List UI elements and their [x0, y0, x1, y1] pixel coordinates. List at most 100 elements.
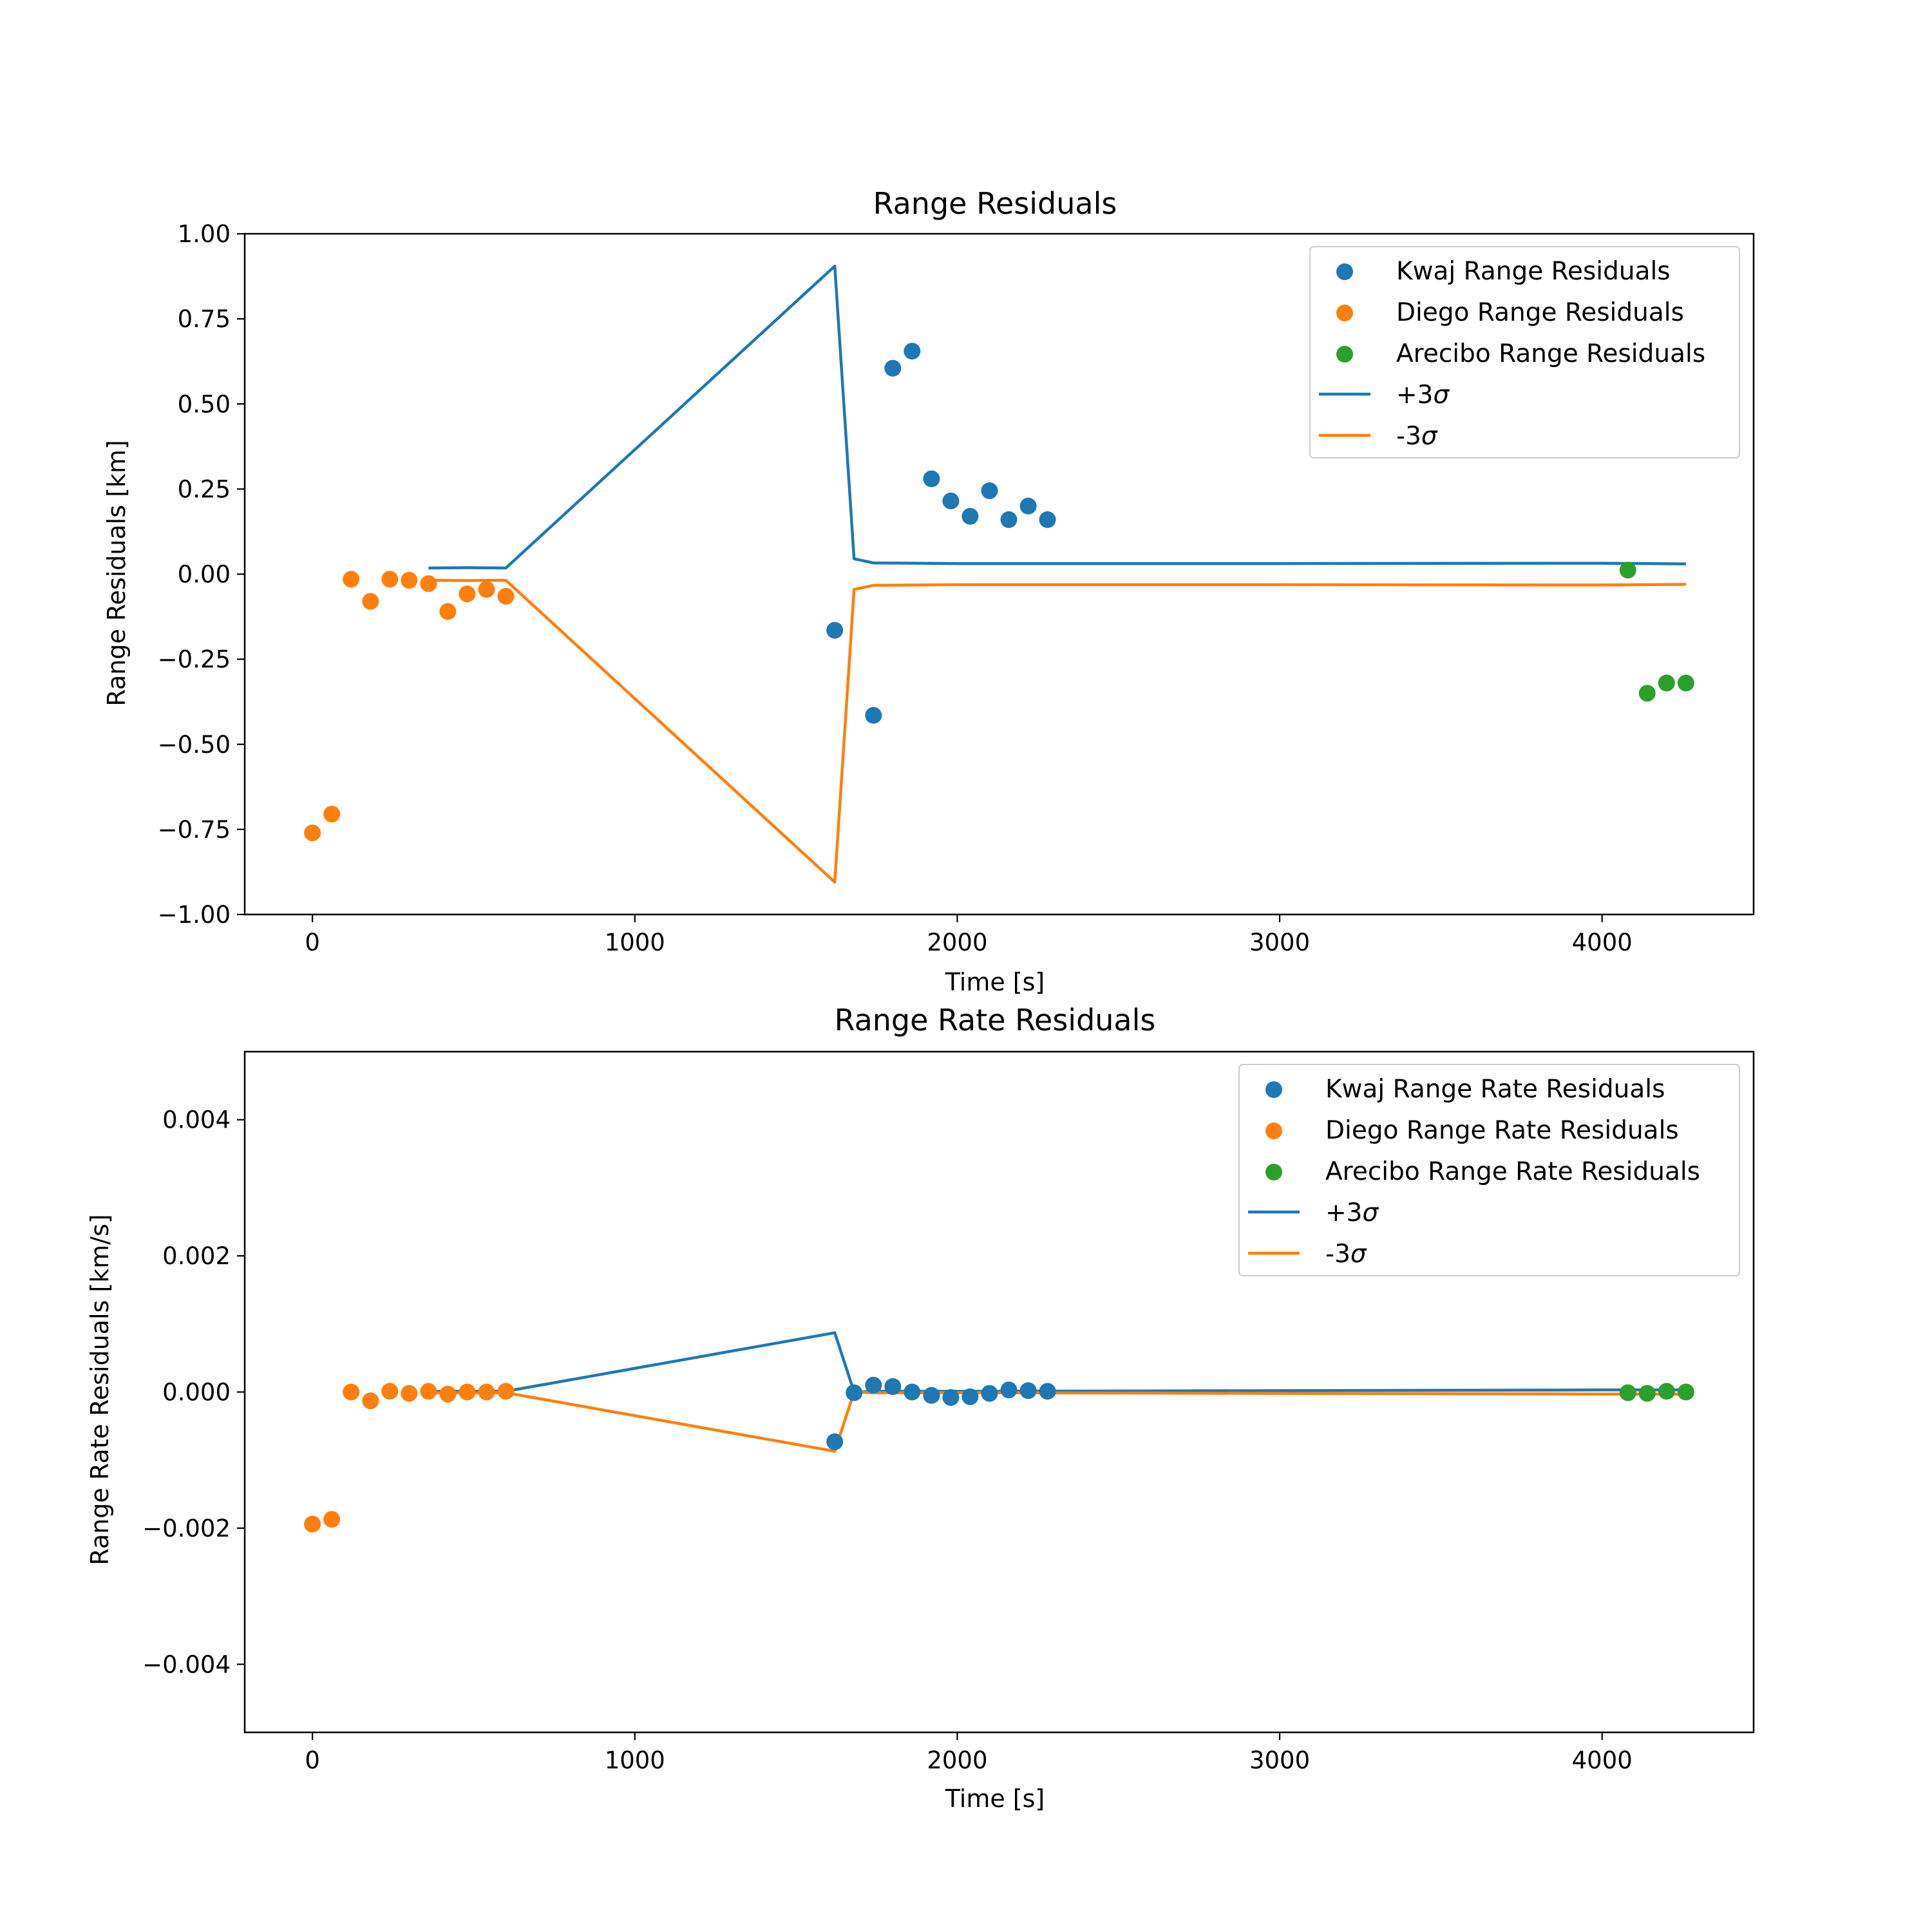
diego-range-point: [343, 571, 360, 588]
diego-range-rate-point: [401, 1385, 418, 1402]
x-tick-label: 3000: [1249, 929, 1310, 956]
kwaj-range-rate-point: [1000, 1381, 1018, 1399]
diego-range-rate-point: [497, 1383, 515, 1400]
kwaj-range-point: [1019, 497, 1037, 515]
x-tick-label: 2000: [927, 929, 987, 956]
diego-range-point: [497, 587, 515, 605]
legend-entry: +3σ: [1319, 381, 1450, 410]
diego-range-rate-point: [478, 1383, 495, 1401]
legend: Kwaj Range Residuals Diego Range Residual…: [1309, 246, 1740, 459]
arecibo-range-point: [1619, 562, 1636, 579]
legend-entry: Arecibo Range Residuals: [1336, 339, 1705, 368]
arecibo-range-rate-point: [1638, 1385, 1656, 1402]
kwaj-range-point: [1039, 511, 1056, 528]
legend-entry: -3σ: [1248, 1240, 1367, 1269]
minus-3-sigma-line: [428, 578, 1686, 884]
y-tick-label: 0.004: [162, 1106, 231, 1134]
legend-box: [1309, 246, 1740, 459]
y-axis-label: Range Residuals [km]: [102, 440, 131, 706]
legend-label: Arecibo Range Residuals: [1396, 339, 1705, 368]
legend-marker: [1336, 263, 1353, 280]
sigma-lines: [428, 264, 1686, 884]
legend-label: Diego Range Residuals: [1396, 298, 1684, 327]
kwaj-range-rate-point: [865, 1376, 882, 1394]
kwaj-range-point: [884, 359, 902, 377]
kwaj-range-rate-point: [846, 1384, 863, 1401]
diego-range-point: [478, 581, 495, 598]
x-axis-label: Time [s]: [945, 1785, 1045, 1813]
y-tick-label: 0.50: [178, 390, 231, 418]
x-tick-label: 2000: [927, 1747, 987, 1774]
y-tick-label: 1.00: [178, 220, 231, 248]
kwaj-range-rate-point: [942, 1389, 960, 1406]
diego-range-point: [459, 585, 476, 603]
x-tick-label: 1000: [605, 1747, 665, 1774]
y-tick-label: 0.002: [162, 1242, 231, 1270]
y-tick-label: −0.002: [142, 1515, 231, 1542]
y-tick-label: 0.25: [178, 475, 231, 503]
y-tick-label: −1.00: [158, 901, 231, 929]
legend-label: -3σ: [1325, 1240, 1367, 1269]
legend-label: -3σ: [1396, 422, 1438, 451]
arecibo-range-rate-point: [1619, 1384, 1636, 1401]
legend-box: [1238, 1064, 1740, 1276]
legend-marker: [1265, 1081, 1282, 1098]
kwaj-range-point: [865, 706, 882, 724]
kwaj-range-point: [1000, 511, 1018, 528]
kwaj-range-rate-point: [1039, 1383, 1056, 1400]
x-tick-label: 4000: [1572, 929, 1633, 956]
y-tick-label: 0.000: [162, 1379, 231, 1406]
plus-3-sigma-line: [428, 264, 1686, 570]
chart-title: Range Rate Residuals: [835, 1003, 1156, 1037]
diego-range-point: [362, 592, 379, 610]
residual-points: [304, 343, 1694, 842]
plot-frame: [243, 1050, 1755, 1734]
legend-label: +3σ: [1396, 381, 1450, 410]
legend-marker: [1336, 305, 1353, 321]
kwaj-range-rate-point: [904, 1383, 921, 1401]
diego-range-point: [381, 571, 399, 588]
x-tick-label: 3000: [1249, 1747, 1310, 1774]
diego-range-rate-point: [343, 1383, 360, 1401]
legend-entry: Arecibo Range Rate Residuals: [1265, 1157, 1700, 1186]
kwaj-range-rate-point: [923, 1387, 940, 1404]
residual-points: [304, 1376, 1694, 1533]
axis-ticks: 0 1000 2000 3000 4000 0.004 0.002 0.000 −0.002 −0…: [142, 1106, 1633, 1774]
kwaj-range-point: [981, 482, 998, 499]
legend-entry: Diego Range Rate Residuals: [1265, 1116, 1679, 1145]
x-tick-label: 1000: [605, 929, 665, 956]
arecibo-range-point: [1658, 674, 1675, 692]
diego-range-point: [401, 572, 418, 589]
x-tick-label: 0: [305, 1747, 320, 1774]
diego-range-point: [420, 575, 437, 592]
kwaj-range-point: [961, 507, 979, 525]
diego-range-rate-point: [381, 1383, 399, 1400]
kwaj-range-point: [904, 343, 921, 360]
range-residuals-chart: Range Residuals Time [s] Range Residuals…: [102, 186, 1755, 996]
diego-range-rate-point: [362, 1392, 379, 1410]
legend-entry: +3σ: [1248, 1198, 1379, 1227]
diego-range-point: [439, 603, 457, 620]
legend-marker: [1265, 1122, 1282, 1139]
chart-title: Range Residuals: [873, 186, 1117, 221]
plot-frame: [243, 232, 1755, 916]
kwaj-range-rate-point: [826, 1433, 844, 1450]
legend-marker: [1336, 346, 1353, 363]
legend-label: Diego Range Rate Residuals: [1325, 1116, 1679, 1145]
diego-range-rate-point: [459, 1383, 476, 1401]
range-rate-residuals-chart: Range Rate Residuals Time [s] Range Rate…: [86, 1003, 1755, 1813]
y-tick-label: −0.25: [158, 646, 231, 674]
legend-label: Arecibo Range Rate Residuals: [1325, 1157, 1700, 1186]
y-tick-label: 0.75: [178, 305, 231, 333]
kwaj-range-rate-point: [1019, 1382, 1037, 1399]
diego-range-rate-point: [323, 1511, 341, 1528]
legend-label: +3σ: [1325, 1198, 1379, 1227]
legend-label: Kwaj Range Residuals: [1396, 257, 1671, 286]
diego-range-point: [323, 806, 341, 823]
y-tick-label: −0.75: [158, 816, 231, 844]
y-tick-label: −0.50: [158, 731, 231, 759]
legend-entry: Kwaj Range Rate Residuals: [1265, 1075, 1665, 1104]
kwaj-range-rate-point: [884, 1378, 902, 1395]
legend-entry: -3σ: [1319, 422, 1438, 451]
